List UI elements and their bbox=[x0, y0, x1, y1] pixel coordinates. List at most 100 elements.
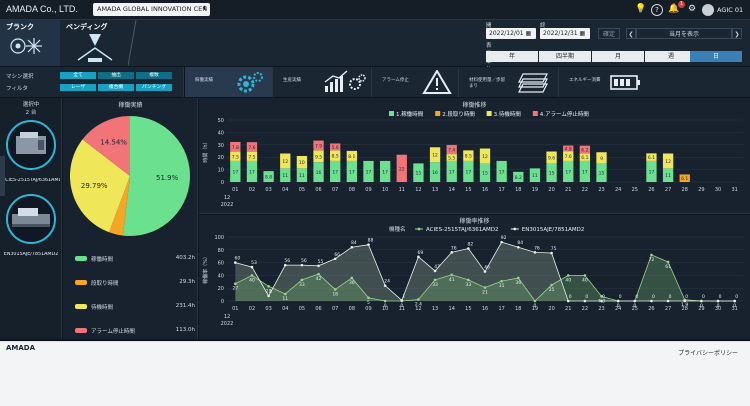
line-point[interactable] bbox=[450, 251, 454, 254]
metric-tab-utilization[interactable]: 稼働実績 bbox=[185, 67, 273, 97]
machine-thumbnail[interactable] bbox=[6, 120, 56, 170]
metric-tab-production[interactable]: 生産実績 bbox=[273, 67, 372, 97]
line-point[interactable] bbox=[250, 265, 254, 269]
line-point[interactable] bbox=[650, 299, 653, 303]
bar-segment[interactable] bbox=[546, 163, 557, 182]
line-point[interactable] bbox=[283, 263, 287, 267]
machine-thumbnail[interactable] bbox=[6, 194, 56, 244]
line-point[interactable] bbox=[566, 299, 570, 303]
pie-slice[interactable] bbox=[82, 116, 130, 176]
line-point[interactable] bbox=[450, 273, 454, 277]
metric-tab-alarm[interactable]: アラーム停止 bbox=[372, 67, 459, 97]
bar-segment[interactable] bbox=[479, 148, 491, 164]
line-point[interactable] bbox=[666, 260, 670, 264]
line-point[interactable] bbox=[616, 299, 620, 303]
line-point[interactable] bbox=[234, 261, 237, 264]
bar-segment[interactable] bbox=[529, 168, 541, 182]
bar-segment[interactable] bbox=[429, 147, 441, 163]
line-point[interactable] bbox=[317, 264, 320, 268]
bar-segment[interactable] bbox=[463, 160, 474, 182]
machine-option-multiple[interactable]: 複数 bbox=[136, 72, 172, 79]
bar-segment[interactable] bbox=[346, 160, 357, 182]
bar-segment[interactable] bbox=[346, 150, 357, 161]
line-point[interactable] bbox=[467, 247, 470, 250]
organization-select[interactable]: AMADA GLOBAL INNOVATION CEN ⬍ bbox=[93, 3, 210, 16]
line-point[interactable] bbox=[333, 288, 337, 291]
line-point[interactable] bbox=[583, 299, 587, 303]
bar-segment[interactable] bbox=[546, 151, 557, 164]
bar-segment[interactable] bbox=[313, 140, 324, 151]
bar-segment[interactable] bbox=[263, 171, 274, 182]
line-point[interactable] bbox=[683, 299, 687, 303]
line-point[interactable] bbox=[666, 299, 670, 303]
filter-option-combo[interactable]: 複合機 bbox=[98, 84, 134, 91]
line-point[interactable] bbox=[267, 294, 270, 298]
bar-segment[interactable] bbox=[513, 171, 524, 182]
line-point[interactable] bbox=[700, 299, 703, 303]
line-point[interactable] bbox=[433, 269, 437, 273]
pie-slice[interactable] bbox=[122, 116, 190, 236]
line-point[interactable] bbox=[500, 240, 503, 244]
line-point[interactable] bbox=[383, 299, 387, 303]
period-end-input[interactable]: 2022/12/31 ▦ bbox=[540, 28, 590, 39]
confirm-button[interactable]: 確定 bbox=[598, 28, 620, 39]
bar-segment[interactable] bbox=[330, 143, 341, 151]
metric-tab-energy[interactable]: エネルギー消費 bbox=[559, 67, 750, 97]
bar-segment[interactable] bbox=[579, 160, 591, 182]
bar-segment[interactable] bbox=[563, 160, 574, 182]
bar-segment[interactable] bbox=[296, 155, 308, 169]
line-point[interactable] bbox=[417, 298, 420, 301]
line-point[interactable] bbox=[317, 272, 320, 276]
avatar[interactable] bbox=[702, 4, 714, 16]
user-name[interactable]: AGIC 01 bbox=[717, 6, 744, 14]
unit-button-quarter[interactable]: 四半期 bbox=[539, 51, 591, 62]
tab-blank[interactable]: ブランク bbox=[0, 20, 60, 66]
unit-button-year[interactable]: 年 bbox=[486, 51, 538, 62]
bar-segment[interactable] bbox=[246, 151, 258, 161]
unit-button-week[interactable]: 週 bbox=[645, 51, 697, 62]
line-point[interactable] bbox=[433, 278, 437, 282]
line-point[interactable] bbox=[417, 255, 420, 259]
bar-segment[interactable] bbox=[646, 160, 657, 182]
line-point[interactable] bbox=[550, 251, 553, 255]
line-point[interactable] bbox=[400, 299, 404, 302]
bar-segment[interactable] bbox=[579, 153, 591, 161]
machine-option-all[interactable]: 全て bbox=[60, 72, 96, 79]
bar-segment[interactable] bbox=[280, 153, 291, 169]
bar-segment[interactable] bbox=[363, 160, 374, 182]
line-point[interactable] bbox=[533, 299, 537, 303]
bar-segment[interactable] bbox=[646, 153, 657, 161]
bar-segment[interactable] bbox=[330, 160, 341, 182]
bar-segment[interactable] bbox=[313, 162, 324, 182]
line-point[interactable] bbox=[633, 299, 637, 303]
metric-tab-material[interactable]: 材料使用量／歩留まり bbox=[459, 67, 559, 97]
bar-segment[interactable] bbox=[662, 168, 674, 182]
bar-segment[interactable] bbox=[662, 153, 674, 169]
line-point[interactable] bbox=[367, 243, 370, 246]
bar-segment[interactable] bbox=[246, 142, 258, 152]
bar-segment[interactable] bbox=[496, 160, 507, 182]
prev-period-button[interactable]: ❮ bbox=[626, 28, 636, 39]
unit-button-day[interactable]: 日 bbox=[690, 51, 742, 62]
line-point[interactable] bbox=[500, 279, 503, 283]
line-point[interactable] bbox=[600, 299, 603, 303]
bar-segment[interactable] bbox=[579, 145, 591, 154]
bar-segment[interactable] bbox=[230, 141, 241, 152]
current-month-button[interactable]: 当月を表示 bbox=[636, 28, 732, 39]
bar-segment[interactable] bbox=[413, 163, 424, 182]
bar-segment[interactable] bbox=[463, 150, 474, 161]
line-point[interactable] bbox=[483, 286, 487, 289]
period-start-input[interactable]: 2022/12/01 ▦ bbox=[486, 28, 536, 39]
bar-segment[interactable] bbox=[679, 174, 690, 182]
bar-segment[interactable] bbox=[446, 160, 457, 182]
bar-segment[interactable] bbox=[296, 168, 308, 182]
line-point[interactable] bbox=[283, 292, 287, 296]
pie-slice[interactable] bbox=[109, 176, 130, 236]
bar-segment[interactable] bbox=[446, 154, 457, 161]
line-point[interactable] bbox=[583, 274, 587, 277]
line-point[interactable] bbox=[483, 270, 487, 273]
unit-button-month[interactable]: 月 bbox=[592, 51, 644, 62]
line-point[interactable] bbox=[267, 284, 270, 288]
bar-segment[interactable] bbox=[313, 150, 324, 163]
next-period-button[interactable]: ❯ bbox=[732, 28, 742, 39]
